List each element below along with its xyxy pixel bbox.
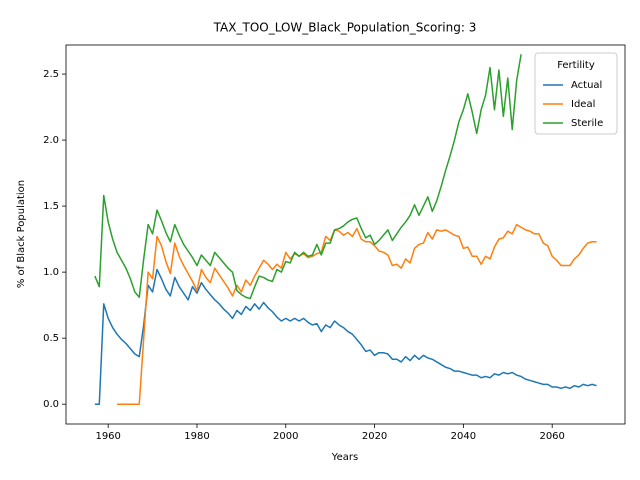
x-tick-label: 1980 bbox=[184, 431, 209, 442]
x-tick-label: 2040 bbox=[451, 431, 476, 442]
legend-box bbox=[534, 52, 618, 135]
y-tick-label: 1.0 bbox=[43, 267, 59, 278]
y-tick-label: 0.0 bbox=[43, 399, 59, 410]
y-axis-label: % of Black Population bbox=[16, 180, 27, 288]
legend-label: Sterile bbox=[571, 118, 603, 129]
x-tick-label: 2020 bbox=[362, 431, 387, 442]
plot-frame bbox=[65, 44, 626, 425]
series-line bbox=[94, 268, 597, 405]
x-tick-label: 2000 bbox=[273, 431, 298, 442]
x-tick-label: 1960 bbox=[95, 431, 120, 442]
series-line bbox=[94, 54, 522, 300]
y-tick-label: 0.5 bbox=[43, 333, 59, 344]
x-tick-label: 2060 bbox=[539, 431, 564, 442]
series-line bbox=[117, 223, 597, 405]
x-axis-label: Years bbox=[331, 452, 358, 463]
legend-label: Actual bbox=[571, 80, 602, 91]
chart-title: TAX_TOO_LOW_Black_Population_Scoring: 3 bbox=[213, 21, 477, 35]
y-tick-label: 1.5 bbox=[43, 201, 59, 212]
y-tick-label: 2.5 bbox=[43, 69, 59, 80]
y-tick-label: 2.0 bbox=[43, 135, 59, 146]
legend-title: Fertility bbox=[557, 60, 595, 71]
legend-label: Ideal bbox=[571, 99, 595, 110]
plot-lines bbox=[94, 54, 597, 405]
